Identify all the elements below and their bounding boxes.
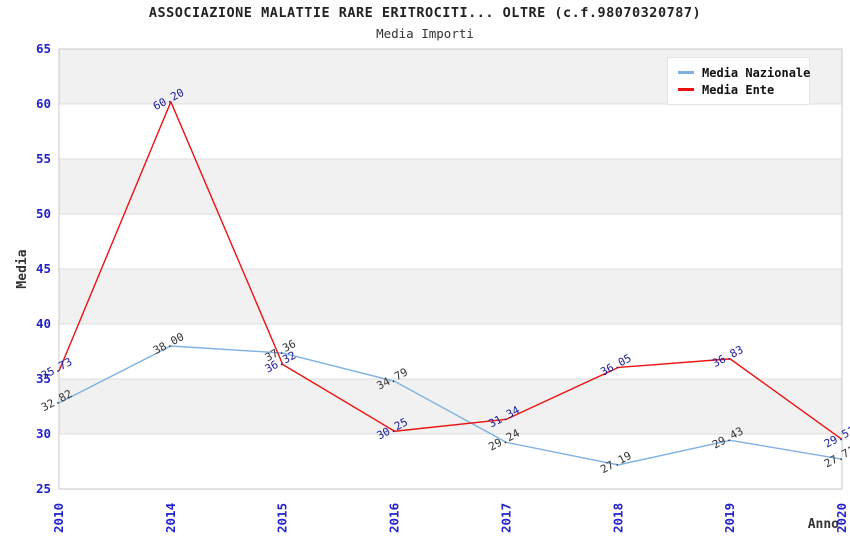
- x-tick-label: 2020: [834, 503, 849, 533]
- legend-item-media-nazionale: Media Nazionale: [678, 64, 810, 81]
- y-tick-label: 45: [36, 261, 51, 276]
- x-tick-label: 2010: [51, 503, 66, 533]
- legend-swatch-media-nazionale: [678, 71, 694, 74]
- x-tick-label: 2016: [387, 503, 402, 533]
- legend-swatch-media-ente: [678, 88, 694, 91]
- plot-band: [59, 159, 842, 214]
- y-tick-label: 55: [36, 151, 51, 166]
- legend-item-media-ente: Media Ente: [678, 81, 801, 98]
- legend: Media Nazionale Media Ente: [667, 57, 810, 105]
- plot-band: [59, 214, 842, 269]
- y-axis-title: Media: [15, 249, 30, 288]
- y-tick-label: 40: [36, 316, 51, 331]
- series-line-media-nazionale: [58, 345, 843, 466]
- y-tick-label: 25: [36, 481, 51, 496]
- plot-border: [58, 48, 843, 490]
- x-axis-title: Anno: [808, 517, 839, 532]
- series-line-media-ente: [58, 101, 843, 440]
- x-tick-label: 2018: [610, 503, 625, 533]
- legend-label-media-ente: Media Ente: [702, 82, 775, 97]
- x-tick-label: 2015: [275, 503, 290, 533]
- x-tick-label: 2014: [163, 503, 178, 533]
- chart-title: ASSOCIAZIONE MALATTIE RARE ERITROCITI...…: [148, 5, 702, 21]
- x-tick-label: 2019: [722, 503, 737, 533]
- x-tick-label: 2017: [498, 503, 513, 533]
- legend-label-media-nazionale: Media Nazionale: [702, 65, 811, 80]
- y-tick-label: 50: [36, 206, 51, 221]
- chart-subtitle: Media Importi: [376, 26, 474, 41]
- plot-band: [59, 104, 842, 159]
- y-tick-label: 35: [36, 371, 51, 386]
- plot-band: [59, 269, 842, 324]
- y-tick-label: 65: [36, 41, 51, 56]
- plot-band: [59, 324, 842, 379]
- y-tick-label: 30: [36, 426, 51, 441]
- y-tick-label: 60: [36, 96, 51, 111]
- plot-band: [59, 434, 842, 489]
